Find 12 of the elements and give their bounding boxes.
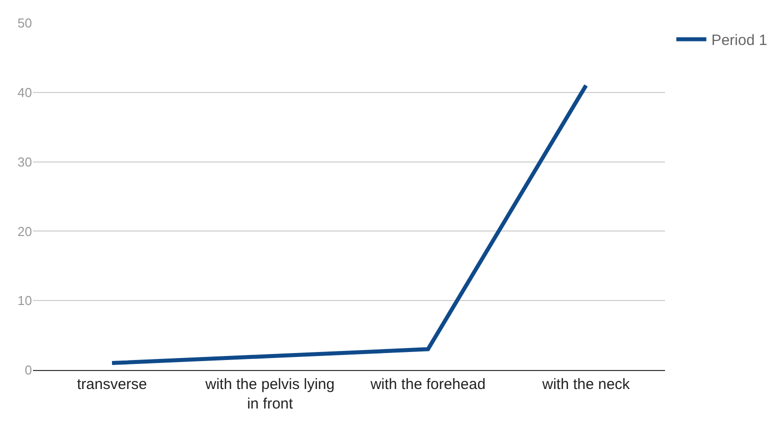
x-tick-label: with the pelvis lying in front: [204, 376, 335, 412]
legend-label: Period 1: [711, 32, 768, 50]
y-tick-label: 40: [18, 84, 32, 100]
y-tick-label: 10: [18, 293, 32, 308]
y-tick-label: 50: [18, 16, 32, 31]
x-tick-label: transverse: [76, 376, 148, 393]
line-series: [110, 83, 588, 366]
x-tick-label: with the forehead: [369, 376, 486, 393]
y-tick-label: 0: [24, 362, 32, 378]
x-tick-label: with the neck: [541, 376, 630, 393]
y-tick-label: 20: [18, 224, 32, 239]
y-tick-label: 30: [18, 154, 32, 170]
